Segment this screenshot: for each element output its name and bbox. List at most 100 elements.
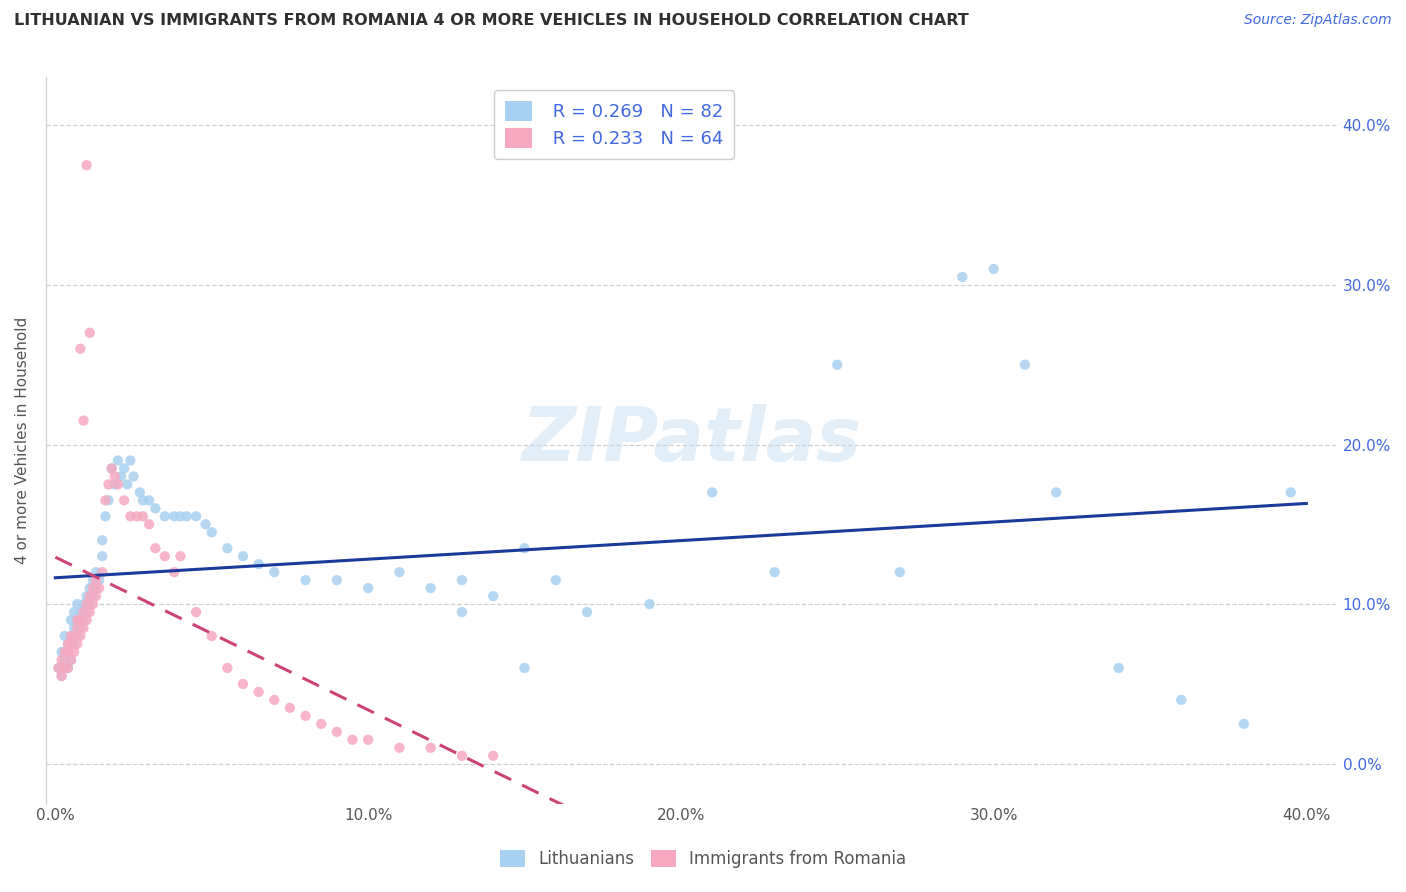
Point — [217, 661, 239, 675]
Point — [482, 748, 505, 763]
Point — [76, 613, 98, 627]
Point — [100, 461, 122, 475]
Legend: Lithuanians, Immigrants from Romania: Lithuanians, Immigrants from Romania — [494, 843, 912, 875]
Point — [107, 477, 129, 491]
Point — [263, 565, 285, 579]
Point — [388, 565, 411, 579]
Point — [56, 637, 79, 651]
Point — [201, 629, 224, 643]
Point — [69, 342, 91, 356]
Point — [163, 565, 186, 579]
Point — [217, 541, 239, 556]
Point — [72, 621, 94, 635]
Point — [700, 485, 723, 500]
Point — [59, 629, 82, 643]
Point — [357, 732, 380, 747]
Legend:  R = 0.269   N = 82,  R = 0.233   N = 64: R = 0.269 N = 82, R = 0.233 N = 64 — [494, 90, 734, 159]
Point — [66, 613, 89, 627]
Point — [950, 269, 973, 284]
Point — [97, 493, 120, 508]
Point — [76, 597, 98, 611]
Point — [419, 581, 441, 595]
Point — [59, 613, 82, 627]
Point — [763, 565, 786, 579]
Point — [357, 581, 380, 595]
Point — [104, 477, 127, 491]
Point — [69, 605, 91, 619]
Point — [112, 493, 135, 508]
Point — [194, 517, 217, 532]
Point — [53, 645, 76, 659]
Point — [69, 613, 91, 627]
Point — [138, 493, 160, 508]
Point — [79, 589, 101, 603]
Point — [94, 509, 117, 524]
Point — [72, 613, 94, 627]
Point — [94, 493, 117, 508]
Point — [232, 549, 254, 564]
Point — [72, 605, 94, 619]
Point — [117, 477, 139, 491]
Point — [84, 573, 107, 587]
Point — [889, 565, 911, 579]
Point — [66, 621, 89, 635]
Point — [82, 597, 104, 611]
Point — [184, 605, 207, 619]
Point — [56, 645, 79, 659]
Point — [59, 653, 82, 667]
Point — [72, 414, 94, 428]
Point — [138, 517, 160, 532]
Point — [104, 469, 127, 483]
Point — [145, 501, 167, 516]
Point — [76, 605, 98, 619]
Point — [51, 645, 73, 659]
Point — [294, 709, 316, 723]
Point — [107, 453, 129, 467]
Point — [59, 653, 82, 667]
Point — [132, 509, 155, 524]
Point — [513, 541, 536, 556]
Point — [82, 589, 104, 603]
Point — [76, 158, 98, 172]
Point — [1233, 716, 1256, 731]
Text: ZIPatlas: ZIPatlas — [522, 404, 862, 477]
Point — [451, 573, 474, 587]
Point — [544, 573, 567, 587]
Point — [89, 573, 111, 587]
Point — [79, 326, 101, 340]
Point — [72, 597, 94, 611]
Point — [51, 653, 73, 667]
Point — [63, 637, 86, 651]
Point — [56, 661, 79, 675]
Text: Source: ZipAtlas.com: Source: ZipAtlas.com — [1244, 13, 1392, 28]
Point — [48, 661, 70, 675]
Point — [169, 549, 191, 564]
Point — [66, 637, 89, 651]
Point — [69, 621, 91, 635]
Point — [294, 573, 316, 587]
Point — [56, 661, 79, 675]
Point — [638, 597, 661, 611]
Point — [59, 629, 82, 643]
Point — [247, 685, 270, 699]
Point — [63, 629, 86, 643]
Point — [97, 477, 120, 491]
Point — [91, 549, 114, 564]
Point — [388, 740, 411, 755]
Point — [53, 629, 76, 643]
Point — [482, 589, 505, 603]
Point — [513, 661, 536, 675]
Point — [169, 509, 191, 524]
Point — [53, 653, 76, 667]
Point — [66, 613, 89, 627]
Point — [84, 589, 107, 603]
Point — [342, 732, 364, 747]
Point — [51, 669, 73, 683]
Point — [82, 573, 104, 587]
Point — [66, 597, 89, 611]
Point — [825, 358, 848, 372]
Point — [89, 581, 111, 595]
Point — [63, 621, 86, 635]
Point — [48, 661, 70, 675]
Point — [84, 565, 107, 579]
